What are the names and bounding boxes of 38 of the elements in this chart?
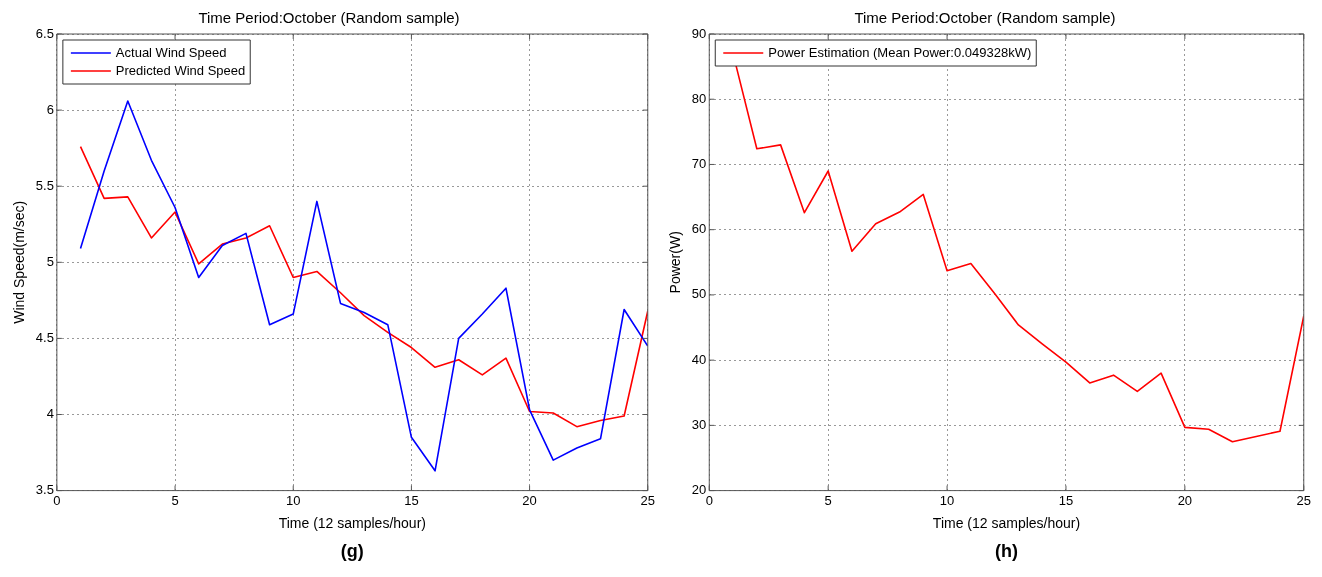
y-tick-label: 70 — [691, 156, 707, 172]
y-tick-label: 40 — [691, 351, 707, 367]
y-axis-title: Power(W) — [667, 231, 684, 294]
y-tick-label: 5 — [46, 253, 54, 269]
y-tick-label: 3.5 — [35, 482, 54, 498]
x-tick-label: 15 — [1058, 492, 1074, 508]
y-tick-label: 5.5 — [35, 177, 54, 193]
x-tick-label: 25 — [1296, 492, 1311, 508]
x-tick-label: 20 — [1177, 492, 1193, 508]
text: (h) — [995, 540, 1019, 561]
y-axis-title: Wind Speed(m/sec) — [11, 200, 28, 324]
y-tick-label: 6.5 — [35, 25, 54, 41]
legend-label: Actual Wind Speed — [115, 44, 227, 60]
x-axis-title: Time (12 samples/hour) — [278, 515, 426, 532]
x-tick-label: 5 — [171, 492, 179, 508]
x-axis-title: Time (12 samples/hour) — [932, 515, 1081, 532]
y-tick-label: 90 — [691, 25, 707, 41]
legend-label: Predicted Wind Speed — [115, 62, 246, 78]
x-tick-label: 10 — [939, 492, 955, 508]
x-tick-label: 0 — [705, 492, 713, 508]
x-tick-label: 25 — [640, 492, 655, 508]
y-tick-label: 20 — [691, 482, 707, 498]
y-tick-label: 6 — [46, 101, 54, 117]
y-tick-label: 4 — [46, 406, 54, 422]
x-tick-label: 5 — [824, 492, 832, 508]
x-tick-label: 20 — [522, 492, 537, 508]
y-tick-label: 80 — [691, 90, 707, 106]
y-tick-label: 4.5 — [35, 329, 54, 345]
x-tick-label: 0 — [53, 492, 61, 508]
y-tick-label: 30 — [691, 416, 707, 432]
chart-title: Time Period:October (Random sample) — [198, 9, 460, 27]
legend-label: Power Estimation (Mean Power:0.049328kW) — [768, 44, 1032, 60]
text: (g) — [340, 540, 364, 561]
y-tick-label: 50 — [691, 286, 707, 302]
x-tick-label: 15 — [404, 492, 419, 508]
y-tick-label: 60 — [691, 221, 707, 237]
x-tick-label: 10 — [286, 492, 301, 508]
chart-title: Time Period:October (Random sample) — [854, 9, 1116, 27]
